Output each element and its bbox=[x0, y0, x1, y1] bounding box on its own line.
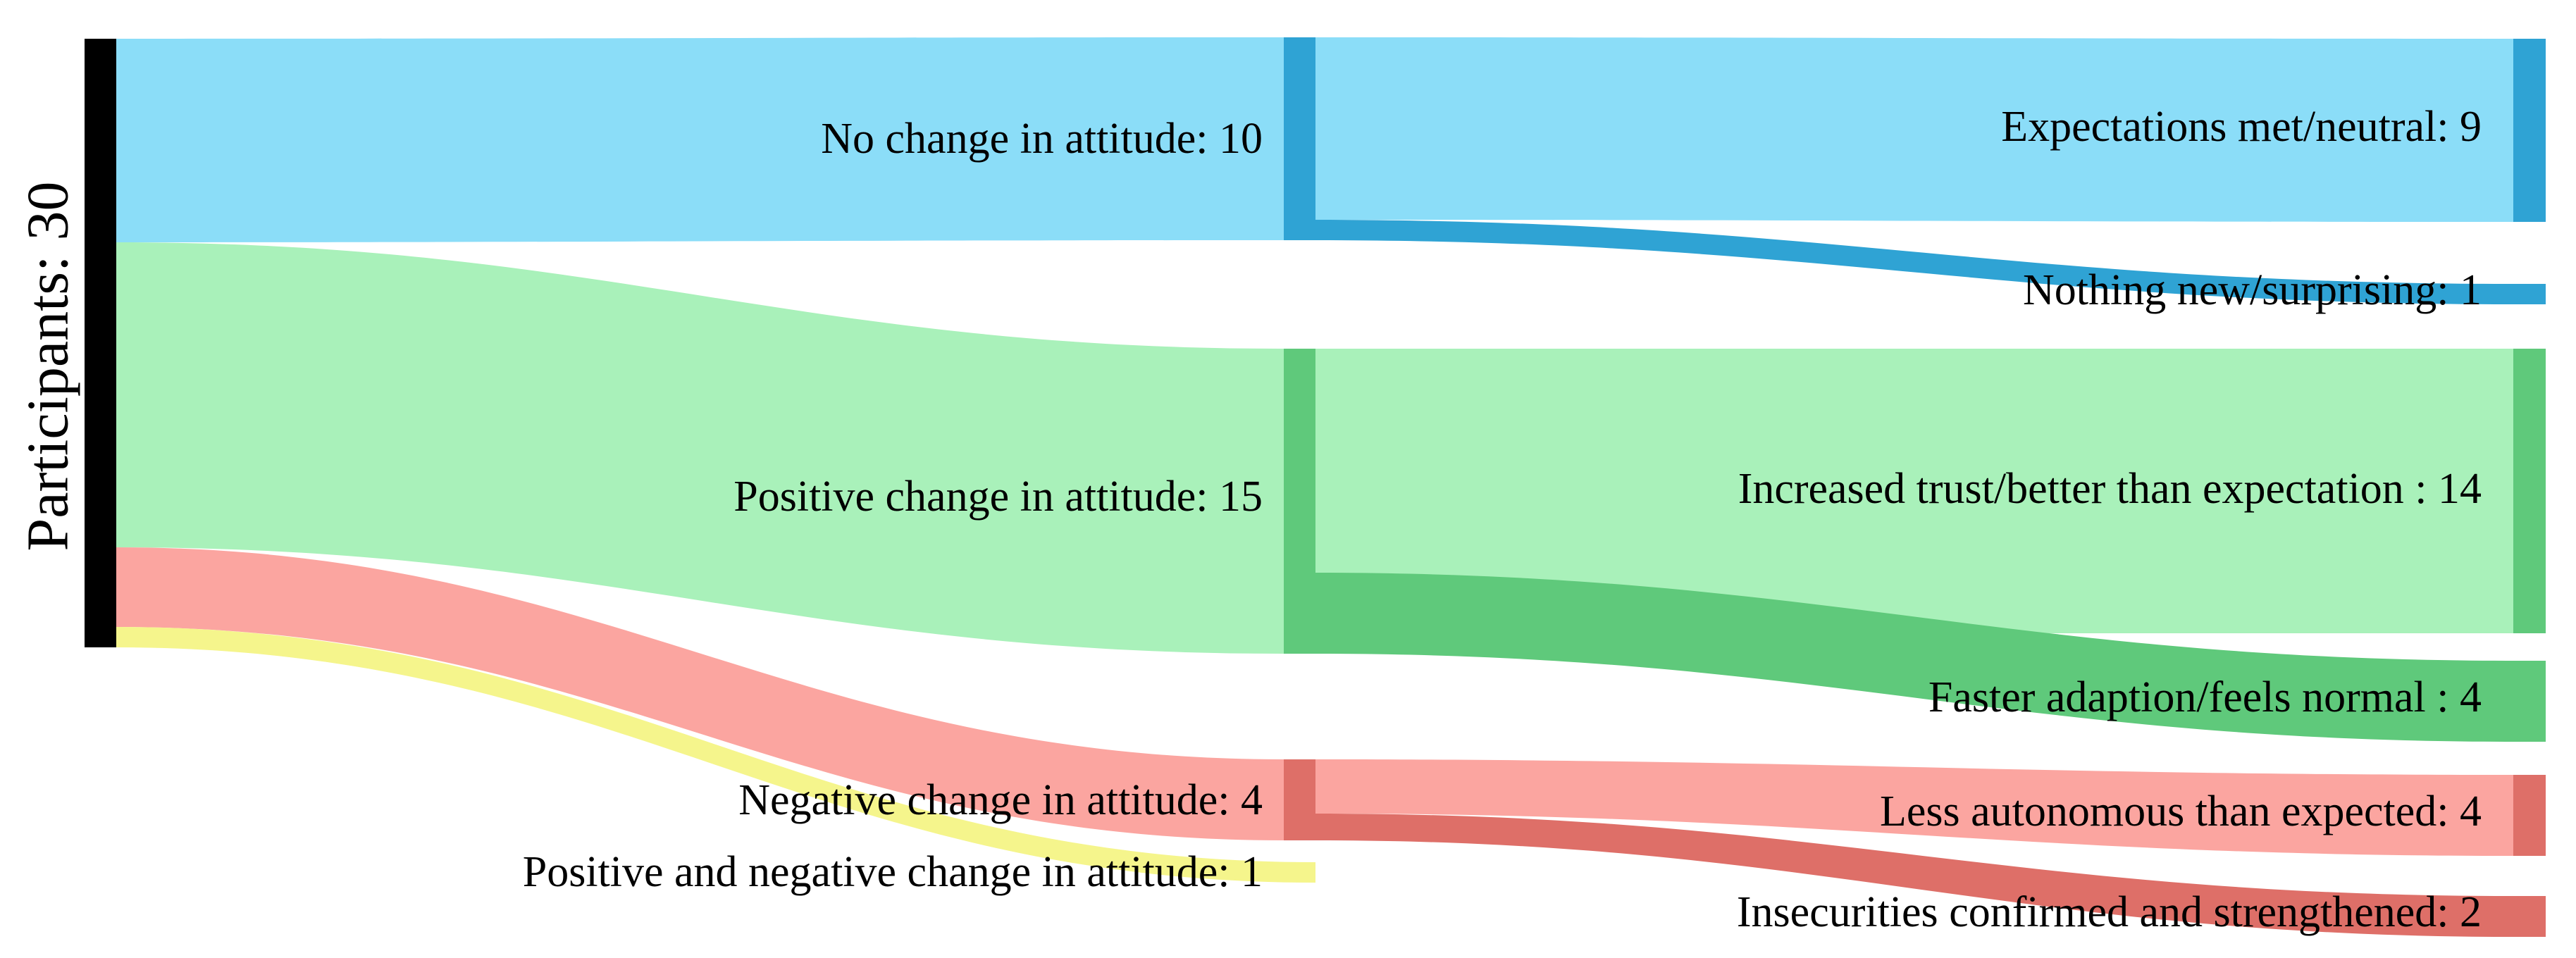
node-expectations-met bbox=[2513, 39, 2546, 222]
flow-no-change-to-expectations-met bbox=[1315, 37, 2513, 222]
node-negative-change bbox=[1284, 759, 1315, 840]
label-5: Expectations met/neutral: 9 bbox=[2001, 103, 2482, 151]
node-positive-change bbox=[1284, 349, 1315, 654]
label-7: Increased trust/better than expectation … bbox=[1738, 465, 2482, 513]
label-4: Positive and negative change in attitude… bbox=[523, 848, 1263, 896]
flow-positive-change-to-increased-trust bbox=[1315, 349, 2513, 633]
node-increased-trust bbox=[2513, 349, 2546, 633]
label-10: Insecurities confirmed and strengthened:… bbox=[1737, 888, 2482, 936]
flow-no-change-to-nothing-new bbox=[1315, 220, 2513, 304]
flow-participants-to-positive-change bbox=[116, 242, 1284, 654]
label-2: Positive change in attitude: 15 bbox=[733, 473, 1263, 521]
flow-negative-change-to-less-autonomous bbox=[1315, 759, 2513, 856]
flow-participants-to-pos-neg-change bbox=[116, 627, 1315, 883]
label-1: No change in attitude: 10 bbox=[821, 115, 1263, 163]
node-participants bbox=[85, 39, 116, 647]
node-less-autonomous bbox=[2513, 775, 2546, 856]
node-insecurities bbox=[2513, 896, 2546, 937]
flow-positive-change-to-faster-adaption bbox=[1315, 573, 2513, 742]
flow-negative-change-to-insecurities bbox=[1315, 814, 2513, 937]
label-9: Less autonomous than expected: 4 bbox=[1880, 788, 2482, 835]
node-no-change bbox=[1284, 37, 1315, 240]
flow-participants-to-negative-change bbox=[116, 547, 1284, 840]
label-6: Nothing new/surprising: 1 bbox=[2023, 266, 2482, 314]
flow-participants-to-no-change bbox=[116, 37, 1284, 242]
label-8: Faster adaption/feels normal : 4 bbox=[1928, 673, 2482, 721]
label-3: Negative change in attitude: 4 bbox=[738, 776, 1263, 824]
node-nothing-new bbox=[2513, 284, 2546, 304]
label-0: Participants: 30 bbox=[16, 182, 81, 552]
node-faster-adaption bbox=[2513, 661, 2546, 742]
